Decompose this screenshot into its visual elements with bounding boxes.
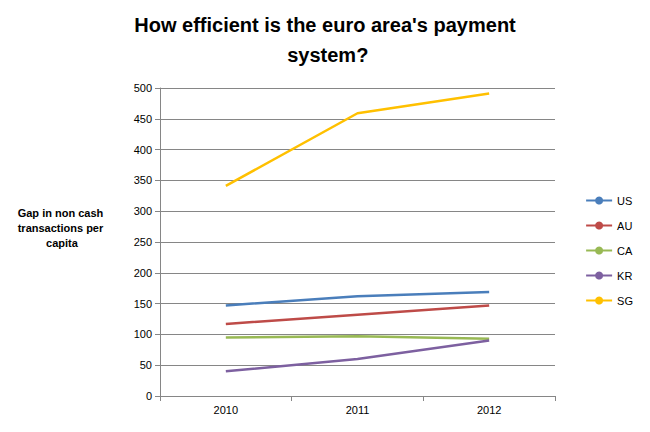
svg-text:SG: SG (617, 295, 633, 307)
svg-text:450: 450 (134, 113, 152, 125)
svg-text:200: 200 (134, 267, 152, 279)
svg-text:500: 500 (134, 82, 152, 94)
svg-text:400: 400 (134, 144, 152, 156)
svg-text:CA: CA (617, 245, 633, 257)
svg-text:350: 350 (134, 174, 152, 186)
svg-text:AU: AU (617, 220, 632, 232)
svg-text:2010: 2010 (214, 404, 238, 416)
svg-text:How efficient is the euro area: How efficient is the euro area's payment (134, 14, 516, 36)
svg-text:100: 100 (134, 328, 152, 340)
svg-text:300: 300 (134, 205, 152, 217)
svg-text:50: 50 (140, 359, 152, 371)
svg-text:0: 0 (146, 390, 152, 402)
svg-text:2011: 2011 (346, 404, 370, 416)
svg-text:KR: KR (617, 270, 632, 282)
svg-text:2012: 2012 (477, 404, 501, 416)
svg-text:Gap in non cash: Gap in non cash (18, 207, 107, 219)
svg-text:system?: system? (282, 44, 369, 66)
svg-text:250: 250 (134, 236, 152, 248)
svg-text:capita: capita (46, 237, 79, 249)
svg-text:US: US (617, 195, 632, 207)
svg-text:150: 150 (134, 298, 152, 310)
svg-text:transactions per: transactions per (18, 222, 107, 234)
